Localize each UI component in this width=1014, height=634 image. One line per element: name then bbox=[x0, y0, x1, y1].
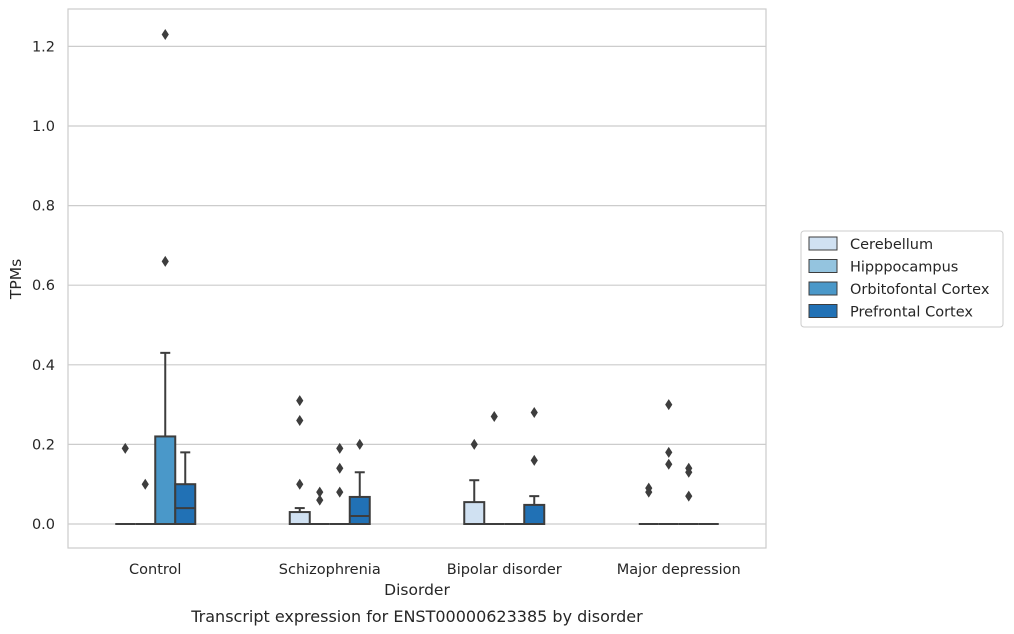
legend-label: Prefrontal Cortex bbox=[850, 305, 973, 321]
box-group bbox=[658, 399, 679, 525]
outlier-point bbox=[470, 438, 478, 450]
x-tick-label: Major depression bbox=[617, 562, 741, 578]
outlier-point bbox=[336, 486, 344, 498]
y-tick-label: 0.2 bbox=[32, 437, 55, 453]
figure-caption: Transcript expression for ENST0000062338… bbox=[190, 607, 643, 626]
box-group bbox=[523, 407, 546, 525]
outlier-point bbox=[685, 466, 693, 478]
box-group bbox=[309, 486, 330, 525]
outlier-point bbox=[316, 494, 324, 506]
box-group bbox=[463, 438, 486, 525]
outlier-point bbox=[316, 486, 324, 498]
y-tick-label: 0.8 bbox=[32, 199, 55, 215]
box-group bbox=[154, 28, 177, 525]
outlier-point bbox=[161, 28, 169, 40]
box-group bbox=[135, 478, 156, 525]
box-group bbox=[174, 451, 197, 526]
outlier-point bbox=[356, 438, 364, 450]
legend-swatch bbox=[808, 236, 838, 251]
box bbox=[348, 495, 371, 526]
y-tick-label: 0.6 bbox=[32, 278, 55, 294]
outlier-point bbox=[530, 407, 538, 419]
box-group bbox=[348, 438, 371, 526]
box-group bbox=[638, 482, 659, 525]
box-group bbox=[329, 442, 350, 525]
box-group bbox=[678, 462, 699, 525]
outlier-point bbox=[685, 490, 693, 502]
y-axis-label: TPMs bbox=[7, 259, 25, 300]
outlier-point bbox=[141, 478, 149, 490]
outlier-point bbox=[121, 442, 129, 454]
legend-swatch bbox=[808, 304, 838, 318]
x-tick-label: Control bbox=[129, 562, 181, 578]
legend-swatch bbox=[808, 281, 838, 296]
outlier-point bbox=[161, 255, 169, 267]
box-group bbox=[484, 411, 505, 525]
outlier-point bbox=[296, 478, 304, 490]
box bbox=[288, 511, 311, 525]
legend: Cerebellum Hipppocampus Orbitofontal Corte… bbox=[800, 230, 1004, 328]
box-group bbox=[115, 442, 136, 525]
y-tick-label: 0.0 bbox=[32, 517, 55, 533]
x-tick-labels: Control Schizophrenia Bipolar disorder Majo… bbox=[129, 562, 741, 578]
x-tick-label: Schizophrenia bbox=[279, 562, 381, 578]
box bbox=[174, 483, 197, 526]
legend-label: Hipppocampus bbox=[850, 260, 958, 276]
box-group bbox=[288, 395, 311, 525]
legend-entries: Cerebellum Hipppocampus Orbitofontal Corte… bbox=[808, 236, 990, 321]
legend-label: Cerebellum bbox=[850, 237, 933, 253]
outlier-point bbox=[296, 395, 304, 407]
y-tick-label: 1.2 bbox=[32, 39, 55, 55]
plot-frame bbox=[67, 8, 767, 549]
legend-label: Orbitofontal Cortex bbox=[850, 282, 990, 298]
box bbox=[523, 503, 546, 525]
legend-frame bbox=[800, 230, 1004, 328]
legend-swatch bbox=[808, 259, 838, 273]
outlier-point bbox=[336, 442, 344, 454]
outlier-point bbox=[665, 399, 673, 411]
box-series bbox=[115, 28, 719, 526]
outlier-point bbox=[490, 411, 498, 423]
outlier-point bbox=[530, 454, 538, 466]
outlier-point bbox=[665, 446, 673, 458]
box bbox=[463, 501, 486, 525]
y-tick-label: 1.0 bbox=[32, 119, 55, 135]
x-axis-label: Disorder bbox=[384, 581, 450, 599]
y-tick-labels: 0.0 0.2 0.4 0.6 0.8 1.0 1.2 bbox=[32, 39, 55, 533]
y-tick-label: 0.4 bbox=[32, 358, 55, 374]
outlier-point bbox=[336, 462, 344, 474]
outlier-point bbox=[645, 486, 653, 498]
outlier-point bbox=[665, 458, 673, 470]
outlier-point bbox=[296, 415, 304, 427]
box bbox=[154, 435, 177, 525]
x-tick-label: Bipolar disorder bbox=[447, 562, 562, 578]
